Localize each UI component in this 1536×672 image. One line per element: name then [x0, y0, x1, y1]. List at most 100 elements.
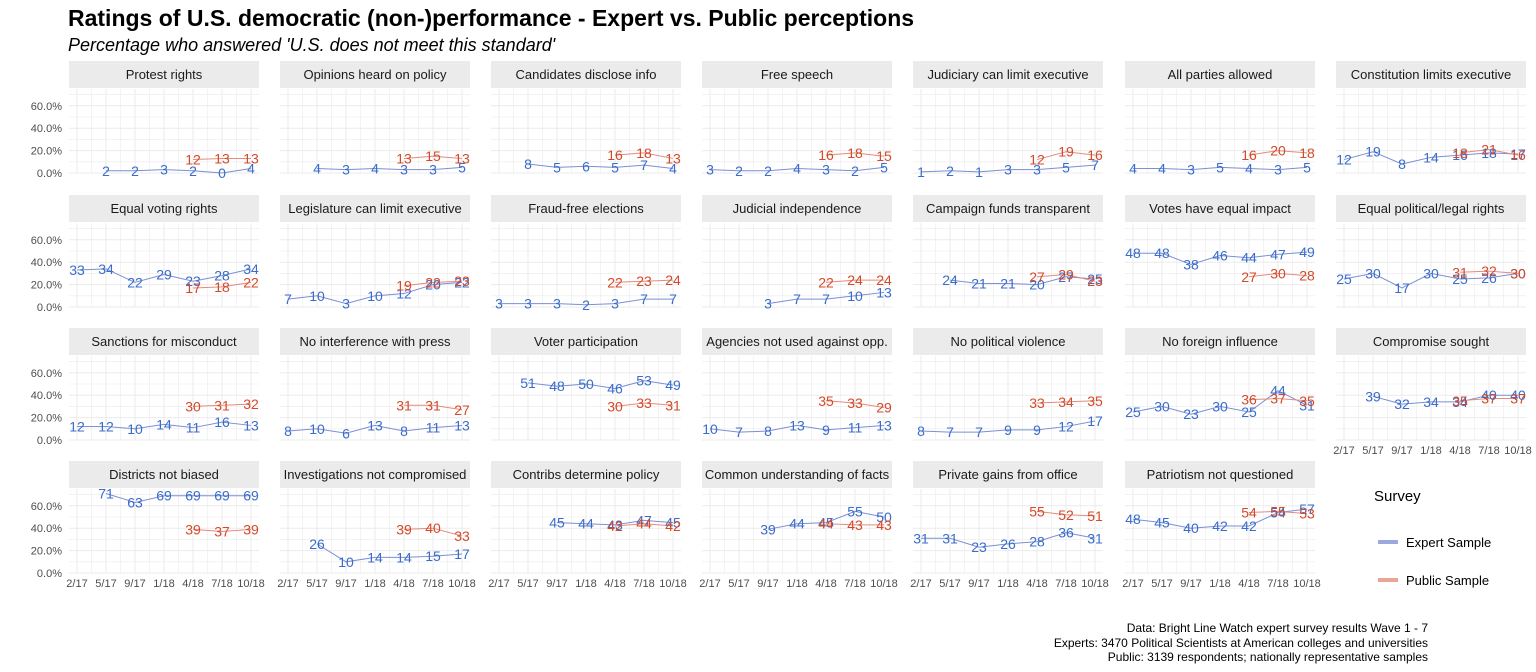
expert-data-label: 34: [243, 261, 259, 277]
expert-data-label: 8: [524, 156, 532, 172]
public-data-label: 55: [1029, 503, 1045, 519]
x-tick-label: 9/17: [757, 578, 778, 590]
expert-data-label: 46: [607, 380, 623, 396]
expert-data-label: 51: [520, 375, 536, 391]
facet-strip-label: Candidates disclose info: [516, 67, 657, 82]
expert-data-label: 6: [582, 158, 590, 174]
public-series-line: [403, 280, 463, 287]
expert-data-label: 39: [760, 521, 776, 537]
y-tick-label: 40.0%: [31, 123, 62, 135]
public-series-line: [825, 279, 884, 283]
expert-data-label: 5: [1062, 159, 1070, 175]
expert-data-label: 31: [1087, 530, 1103, 546]
x-tick-label: 9/17: [968, 578, 989, 590]
facet-strip-label: Opinions heard on policy: [303, 67, 447, 82]
legend-label-public: Public Sample: [1406, 572, 1490, 588]
expert-series-line: [920, 420, 1096, 433]
expert-data-label: 40: [1510, 387, 1526, 403]
y-tick-label: 0.0%: [37, 568, 62, 580]
public-data-label: 35: [1087, 393, 1103, 409]
expert-data-label: 2: [189, 163, 197, 179]
facet-strip: [702, 461, 892, 488]
expert-data-label: 31: [913, 530, 929, 546]
expert-data-label: 57: [1299, 501, 1315, 517]
facet-strip-label: Campaign funds transparent: [926, 201, 1090, 216]
public-data-label: 18: [1452, 145, 1468, 161]
expert-data-label: 30: [1365, 265, 1381, 281]
expert-data-label: 4: [793, 161, 801, 177]
x-tick-label: 10/18: [1081, 578, 1109, 590]
public-data-label: 39: [243, 521, 259, 537]
public-data-label: 34: [1058, 394, 1074, 410]
expert-data-label: 32: [1394, 396, 1410, 412]
expert-data-label: 48: [549, 378, 565, 394]
x-tick-label: 10/18: [1293, 578, 1321, 590]
x-tick-label: 1/18: [153, 578, 174, 590]
public-data-label: 12: [185, 152, 201, 168]
caption: Data: Bright Line Watch expert survey re…: [1054, 621, 1428, 665]
expert-series-line: [767, 510, 885, 530]
public-data-label: 42: [665, 518, 681, 534]
public-series-line: [1459, 148, 1519, 156]
public-data-label: 31: [396, 397, 412, 413]
facet-strip-label: Contribs determine policy: [513, 467, 660, 482]
facet-strip-label: Legislature can limit executive: [288, 201, 461, 216]
facet-strip-label: Free speech: [761, 67, 833, 82]
x-tick-label: 2/17: [1122, 578, 1143, 590]
expert-series-line: [556, 519, 674, 526]
facet-strip-label: Protest rights: [126, 67, 203, 82]
y-tick-label: 40.0%: [31, 523, 62, 535]
expert-data-label: 23: [185, 273, 201, 289]
expert-data-label: 13: [243, 417, 259, 433]
x-tick-label: 7/18: [1478, 445, 1499, 457]
x-tick-label: 4/18: [182, 578, 203, 590]
expert-series-line: [1132, 508, 1308, 529]
public-data-label: 18: [1299, 145, 1315, 161]
expert-data-label: 10: [367, 288, 383, 304]
expert-series-line: [949, 276, 1096, 286]
facet-strip: [913, 328, 1103, 355]
caption-line-3: Public: 3139 respondents; nationally rep…: [1107, 650, 1428, 664]
expert-data-label: 3: [342, 162, 350, 178]
public-data-label: 30: [1270, 265, 1286, 281]
facet-strip: [1336, 328, 1526, 355]
expert-data-label: 36: [1058, 525, 1074, 541]
y-tick-label: 0.0%: [37, 168, 62, 180]
expert-data-label: 6: [342, 425, 350, 441]
expert-data-label: 10: [309, 421, 325, 437]
x-tick-label: 5/17: [939, 578, 960, 590]
public-data-label: 18: [636, 145, 652, 161]
public-data-label: 13: [454, 150, 470, 166]
expert-data-label: 46: [1212, 247, 1228, 263]
public-data-label: 16: [607, 147, 623, 163]
expert-data-label: 50: [578, 376, 594, 392]
facet-strip: [280, 328, 470, 355]
x-tick-label: 7/18: [211, 578, 232, 590]
public-series-line: [825, 523, 884, 526]
x-tick-label: 7/18: [844, 578, 865, 590]
x-tick-label: 5/17: [306, 578, 327, 590]
y-tick-label: 20.0%: [31, 280, 62, 292]
facet-strip: [69, 328, 259, 355]
expert-data-label: 8: [400, 423, 408, 439]
x-tick-label: 5/17: [1151, 578, 1172, 590]
expert-data-label: 40: [1481, 387, 1497, 403]
public-data-label: 15: [876, 148, 892, 164]
public-data-label: 24: [847, 272, 863, 288]
x-tick-label: 9/17: [335, 578, 356, 590]
public-data-label: 16: [1510, 147, 1526, 163]
expert-data-label: 47: [636, 512, 652, 528]
public-data-label: 31: [425, 397, 441, 413]
expert-data-label: 69: [243, 488, 259, 504]
x-tick-label: 1/18: [575, 578, 596, 590]
expert-data-label: 30: [1423, 265, 1439, 281]
public-data-label: 17: [185, 280, 201, 296]
expert-data-label: 69: [214, 488, 230, 504]
expert-data-label: 27: [1058, 269, 1074, 285]
expert-series-line: [1133, 166, 1308, 171]
expert-data-label: 3: [764, 296, 772, 312]
facet-strip-label: Agencies not used against opp.: [706, 334, 887, 349]
public-data-label: 43: [847, 517, 863, 533]
x-tick-label: 10/18: [870, 578, 898, 590]
expert-data-label: 2: [102, 163, 110, 179]
